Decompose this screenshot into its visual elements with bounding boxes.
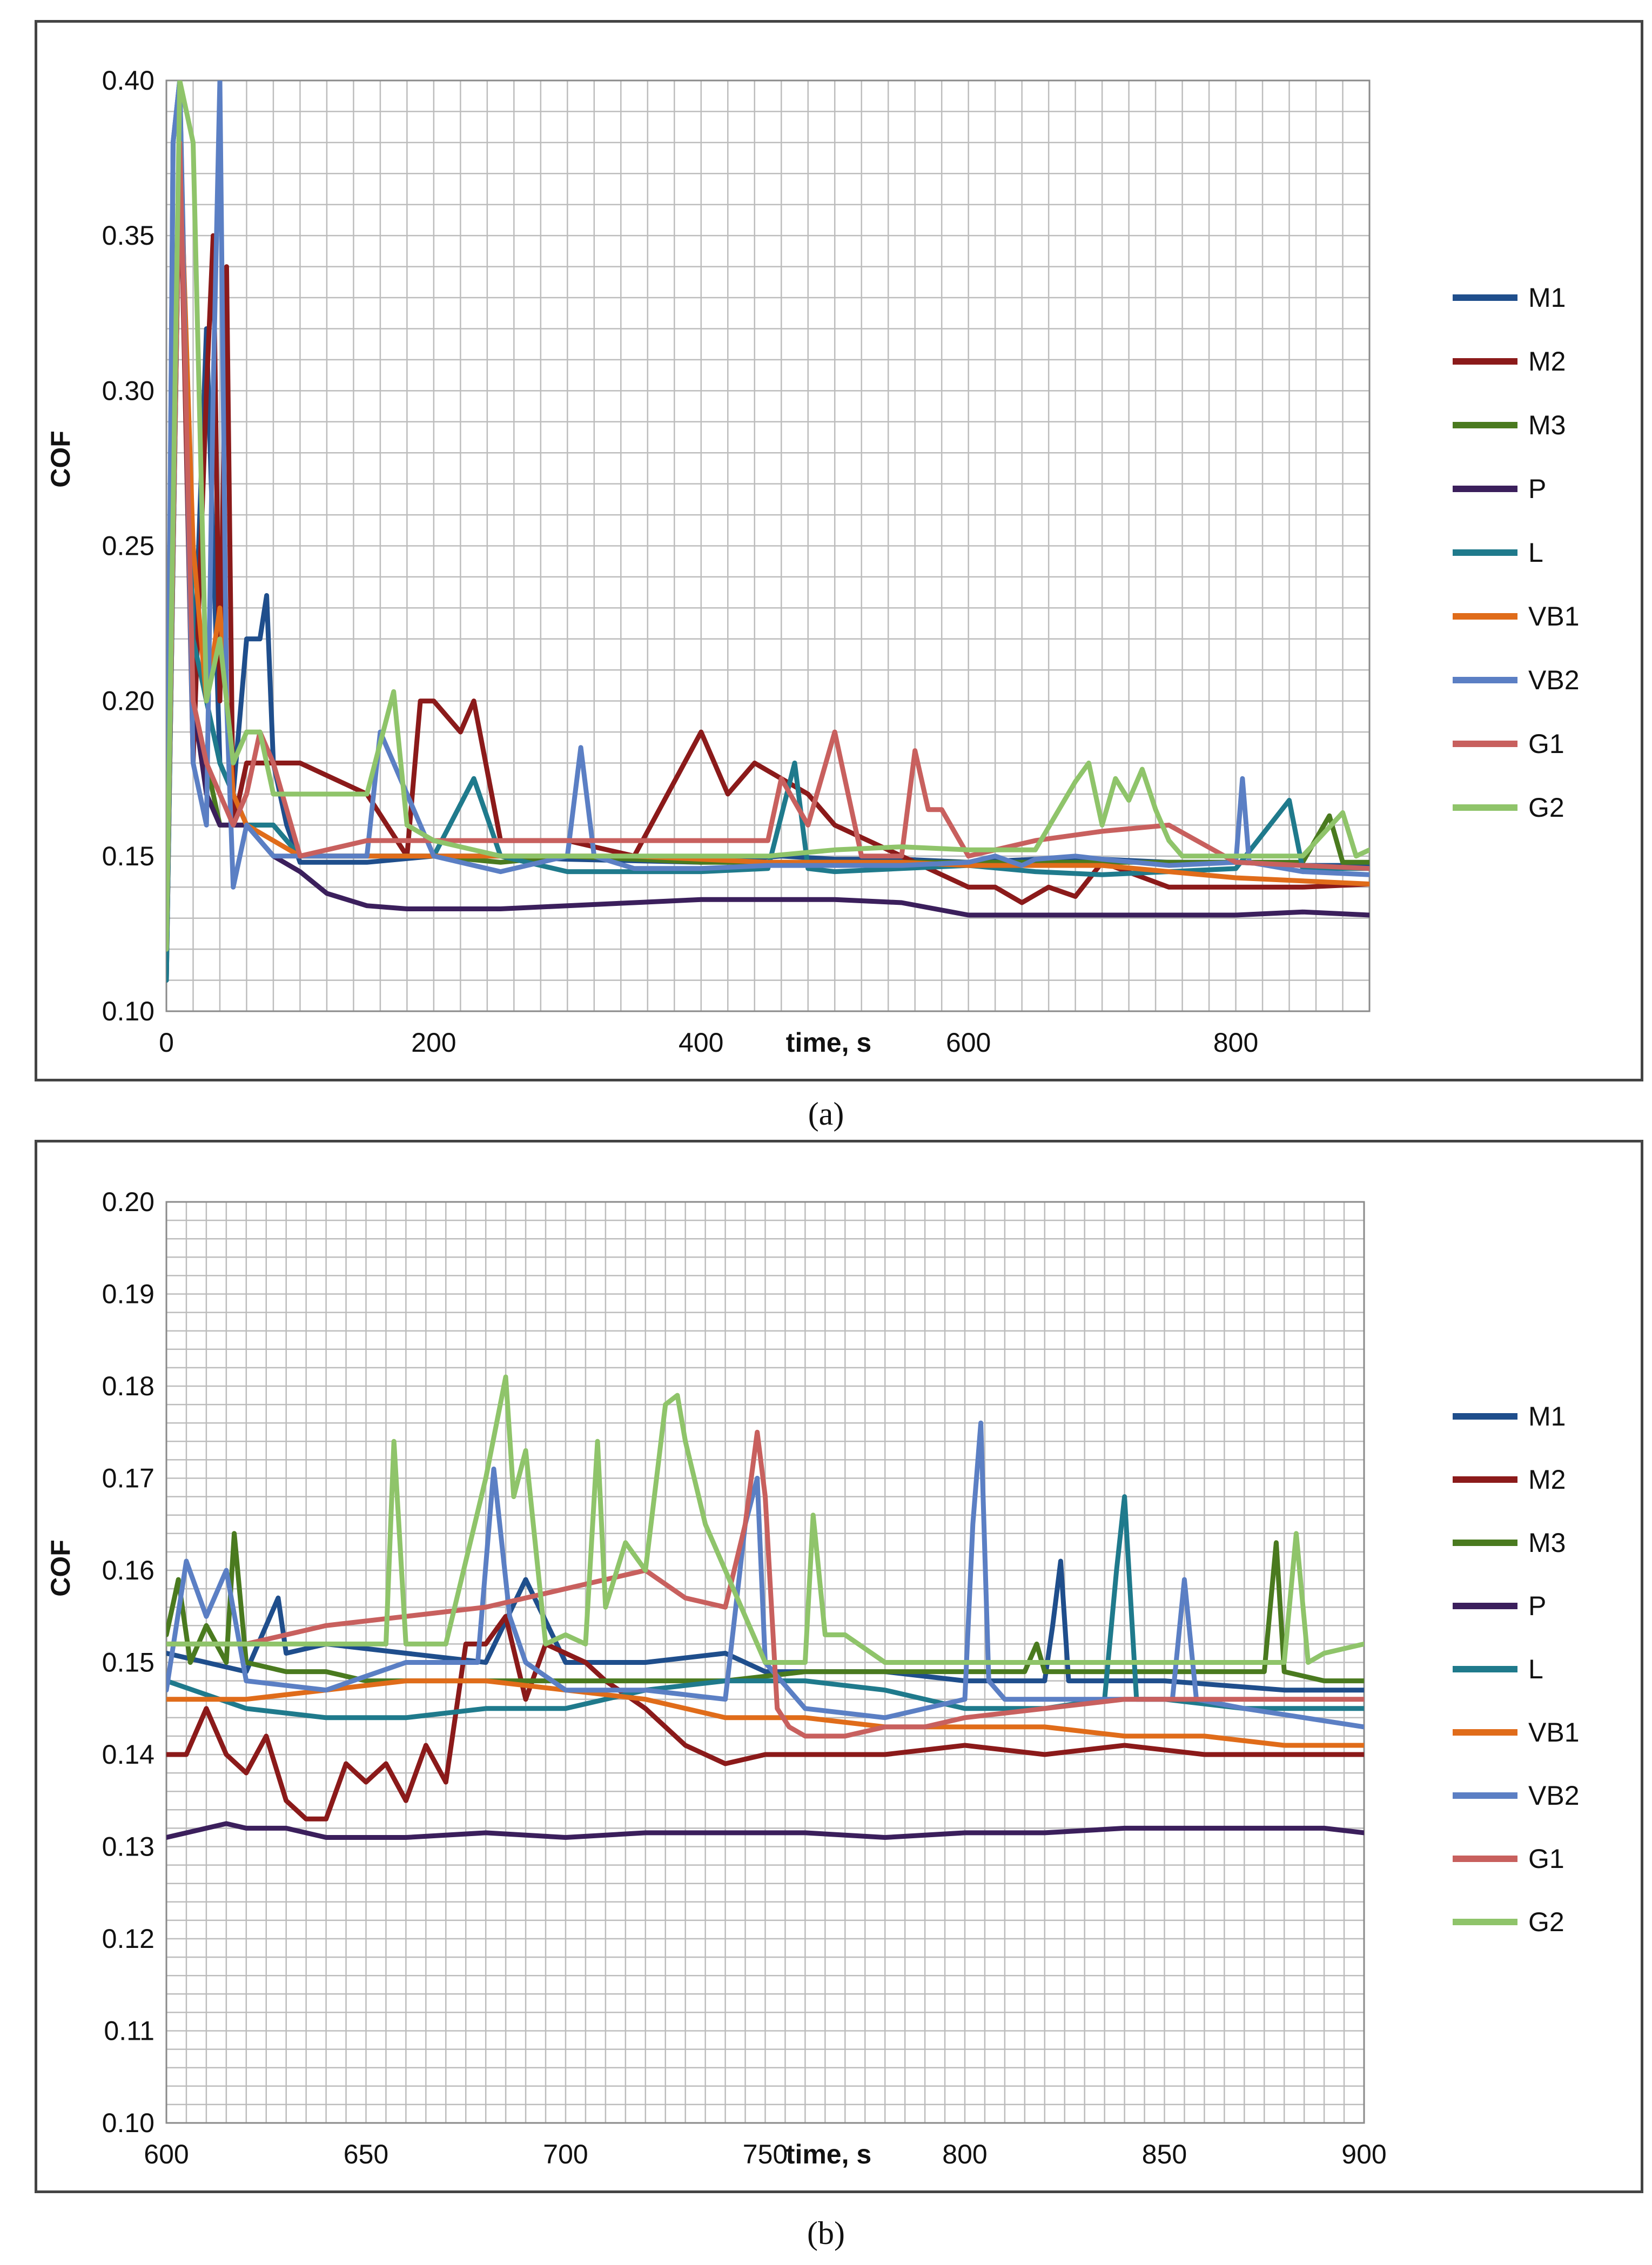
- legend-label-m2: M2: [1528, 1464, 1566, 1495]
- series-line-vb2: [166, 80, 1369, 952]
- series-line-m3: [166, 140, 1369, 921]
- legend-label-m3: M3: [1528, 1528, 1566, 1558]
- legend: M1 M2 M3 P L VB1 VB2 G1 G2: [1453, 1401, 1580, 1937]
- x-tick-label: 900: [1341, 2139, 1386, 2169]
- x-tick-label: 850: [1142, 2139, 1187, 2169]
- legend-label-vb2: VB2: [1528, 1780, 1580, 1811]
- series-line-g1: [166, 140, 1369, 952]
- y-tick-label: 0.20: [102, 1187, 155, 1217]
- x-tick-label: 400: [679, 1027, 723, 1058]
- series-line-m2: [166, 1614, 1364, 1822]
- y-tick-label: 0.11: [104, 2016, 155, 2046]
- legend-label-m3: M3: [1528, 410, 1566, 440]
- legend-label-g2: G2: [1528, 792, 1564, 823]
- cof-chart-b: 0.10 0.11 0.12 0.13 0.14 0.15 0.16 0.17 0.18 0.19…: [45, 1187, 1580, 2169]
- series-line-vb1: [166, 1678, 1364, 1748]
- y-tick-label: 0.30: [102, 375, 155, 406]
- x-tick-label: 600: [946, 1027, 991, 1058]
- x-tick-label: 800: [1213, 1027, 1258, 1058]
- legend-label-vb1: VB1: [1528, 1717, 1580, 1748]
- x-axis-label: time, s: [786, 1027, 871, 1058]
- legend-label-m1: M1: [1528, 1401, 1566, 1431]
- x-axis-label: time, s: [786, 2139, 871, 2169]
- y-tick-label: 0.40: [102, 65, 155, 96]
- x-tick-label: 650: [344, 2139, 388, 2169]
- y-tick-label: 0.19: [102, 1279, 155, 1309]
- plot-area: [165, 79, 1371, 1012]
- legend-label-vb1: VB1: [1528, 601, 1580, 631]
- x-tick-label: 0: [159, 1027, 174, 1058]
- x-tick-label: 750: [743, 2139, 788, 2169]
- y-tick-label: 0.13: [102, 1832, 155, 1862]
- x-tick-label: 600: [144, 2139, 189, 2169]
- caption-b: (b): [807, 2215, 845, 2251]
- series-lines: [166, 1374, 1364, 1840]
- y-tick-label: 0.15: [102, 841, 155, 871]
- chart-panel-b: 0.10 0.11 0.12 0.13 0.14 0.15 0.16 0.17 0.18 0.19…: [35, 1140, 1643, 2193]
- legend-label-m2: M2: [1528, 346, 1566, 377]
- series-line-g2: [166, 80, 1369, 952]
- legend-label-p: P: [1528, 474, 1546, 504]
- cof-chart-a: 0.10 0.15 0.20 0.25 0.30 0.35 0.40 0 200 400 600 80…: [45, 65, 1580, 1058]
- y-tick-label: 0.12: [102, 1924, 155, 1954]
- legend-label-p: P: [1528, 1591, 1546, 1621]
- series-line-g1: [166, 1429, 1364, 1739]
- y-tick-label: 0.20: [102, 686, 155, 716]
- y-axis-label: COF: [45, 1540, 76, 1597]
- y-tick-label: 0.14: [102, 1739, 155, 1770]
- x-tick-label: 200: [411, 1027, 456, 1058]
- y-tick-label: 0.18: [102, 1371, 155, 1401]
- y-tick-label: 0.35: [102, 220, 155, 251]
- legend-label-g1: G1: [1528, 729, 1564, 759]
- y-axis-label: COF: [45, 431, 76, 488]
- plot-area: [165, 1201, 1365, 2124]
- y-tick-label: 0.10: [102, 2108, 155, 2138]
- legend-label-l: L: [1528, 537, 1543, 568]
- legend-label-g2: G2: [1528, 1907, 1564, 1937]
- legend-label-l: L: [1528, 1654, 1543, 1684]
- y-tick-label: 0.10: [102, 996, 155, 1026]
- y-tick-label: 0.17: [102, 1463, 155, 1494]
- y-tick-label: 0.16: [102, 1555, 155, 1585]
- series-line-g2: [166, 1374, 1364, 1665]
- y-tick-label: 0.15: [102, 1648, 155, 1678]
- legend-label-g1: G1: [1528, 1844, 1564, 1874]
- y-tick-label: 0.25: [102, 531, 155, 561]
- legend: M1 M2 M3 P L VB1 VB2 G1 G2: [1453, 283, 1580, 823]
- legend-label-vb2: VB2: [1528, 665, 1580, 695]
- caption-a: (a): [808, 1096, 844, 1132]
- legend-label-m1: M1: [1528, 283, 1566, 313]
- x-tick-label: 700: [543, 2139, 588, 2169]
- series-lines: [166, 80, 1369, 983]
- x-tick-label: 800: [942, 2139, 987, 2169]
- chart-panel-a: 0.10 0.15 0.20 0.25 0.30 0.35 0.40 0 200 400 600 80…: [35, 20, 1643, 1081]
- series-line-p: [166, 1821, 1364, 1840]
